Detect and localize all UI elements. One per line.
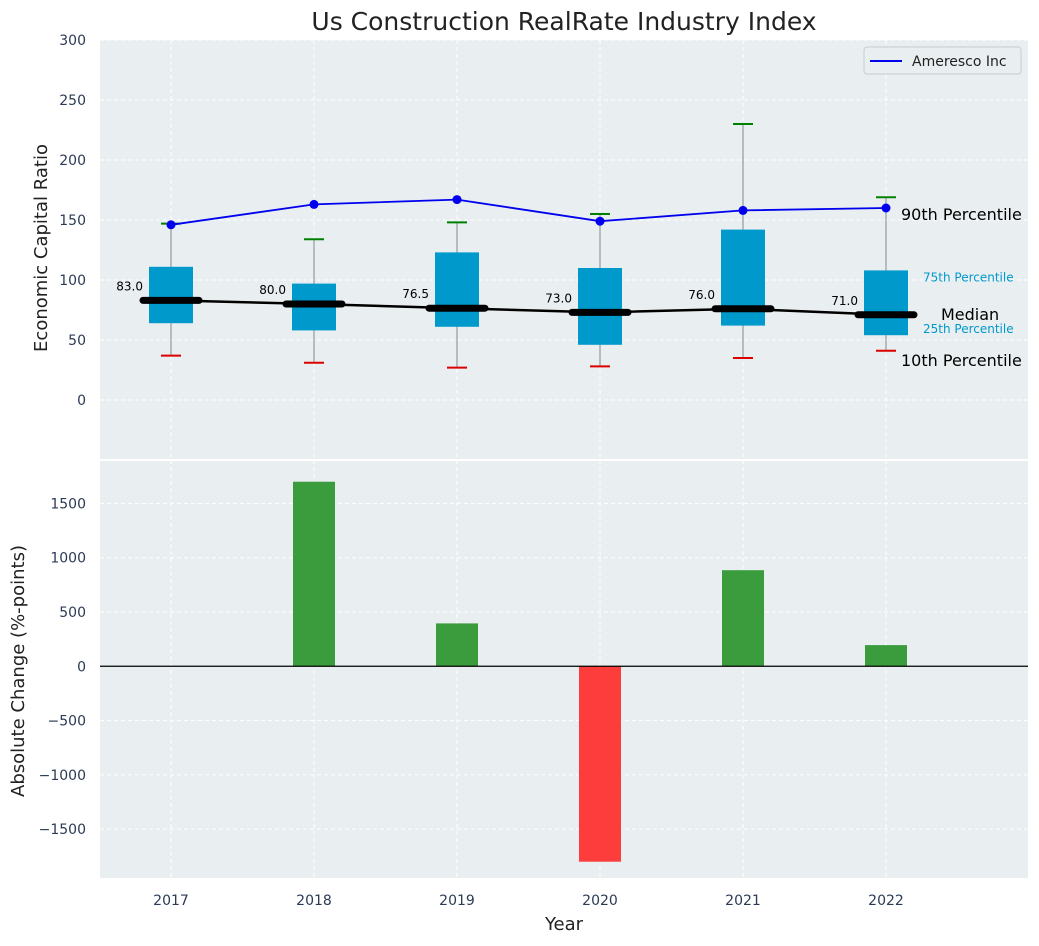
- change-bar: [293, 481, 335, 667]
- x-tick-label: 2018: [296, 893, 332, 909]
- median-value-label: 76.0: [688, 288, 715, 302]
- chart-title: Us Construction RealRate Industry Index: [311, 7, 816, 36]
- company-series-point: [452, 195, 462, 205]
- bottom-y-tick-label: 1000: [50, 551, 86, 567]
- top-y-tick-label: 100: [59, 273, 86, 289]
- annotation-p25: 25th Percentile: [923, 322, 1014, 336]
- company-series-point: [595, 216, 605, 226]
- iqr-box: [578, 268, 622, 345]
- top-y-tick-label: 150: [59, 213, 86, 229]
- change-bar: [436, 623, 478, 667]
- top-y-axis-label: Economic Capital Ratio: [31, 144, 52, 352]
- legend-entry: Ameresco Inc: [912, 54, 1007, 70]
- bottom-y-tick-label: −500: [48, 714, 86, 730]
- legend-box: [863, 46, 1022, 75]
- company-series-point: [881, 203, 891, 213]
- company-series-point: [166, 220, 176, 230]
- x-tick-label: 2021: [725, 893, 761, 909]
- top-y-tick-label: 0: [77, 393, 86, 409]
- bottom-y-tick-label: −1000: [39, 768, 86, 784]
- annotation-median: Median: [941, 305, 999, 324]
- annotation-p10: 10th Percentile: [901, 351, 1022, 370]
- x-tick-label: 2017: [153, 893, 189, 909]
- annotation-p90: 90th Percentile: [901, 205, 1022, 224]
- x-tick-label: 2019: [439, 893, 475, 909]
- x-axis-label: Year: [544, 914, 584, 935]
- iqr-box: [864, 270, 908, 336]
- x-tick-label: 2020: [582, 893, 618, 909]
- bottom-y-tick-label: 1500: [50, 496, 86, 512]
- median-value-label: 83.0: [116, 279, 143, 293]
- median-value-label: 76.5: [402, 287, 429, 301]
- company-series-line: [170, 198, 887, 226]
- bottom-y-tick-label: 0: [77, 659, 86, 675]
- top-y-tick-label: 50: [68, 333, 86, 349]
- company-series-point: [309, 199, 319, 209]
- top-y-tick-label: 200: [59, 153, 86, 169]
- bottom-y-tick-label: −1500: [39, 822, 86, 838]
- bottom-y-axis-label: Absolute Change (%-points): [8, 545, 29, 797]
- iqr-box: [435, 252, 479, 327]
- top-y-tick-label: 250: [59, 93, 86, 109]
- company-series-point: [738, 205, 748, 215]
- iqr-box: [149, 266, 193, 324]
- median-value-label: 73.0: [545, 291, 572, 305]
- bottom-plot-area: [100, 461, 1028, 878]
- median-value-label: 80.0: [259, 283, 286, 297]
- annotation-p75: 75th Percentile: [923, 270, 1014, 284]
- top-plot-area: [100, 40, 1028, 460]
- bottom-y-tick-label: 500: [59, 605, 86, 621]
- median-value-label: 71.0: [831, 294, 858, 308]
- top-y-tick-label: 300: [59, 33, 86, 49]
- change-bar: [865, 645, 907, 667]
- change-bar: [579, 666, 621, 862]
- x-tick-label: 2022: [868, 893, 904, 909]
- change-bar: [722, 570, 764, 667]
